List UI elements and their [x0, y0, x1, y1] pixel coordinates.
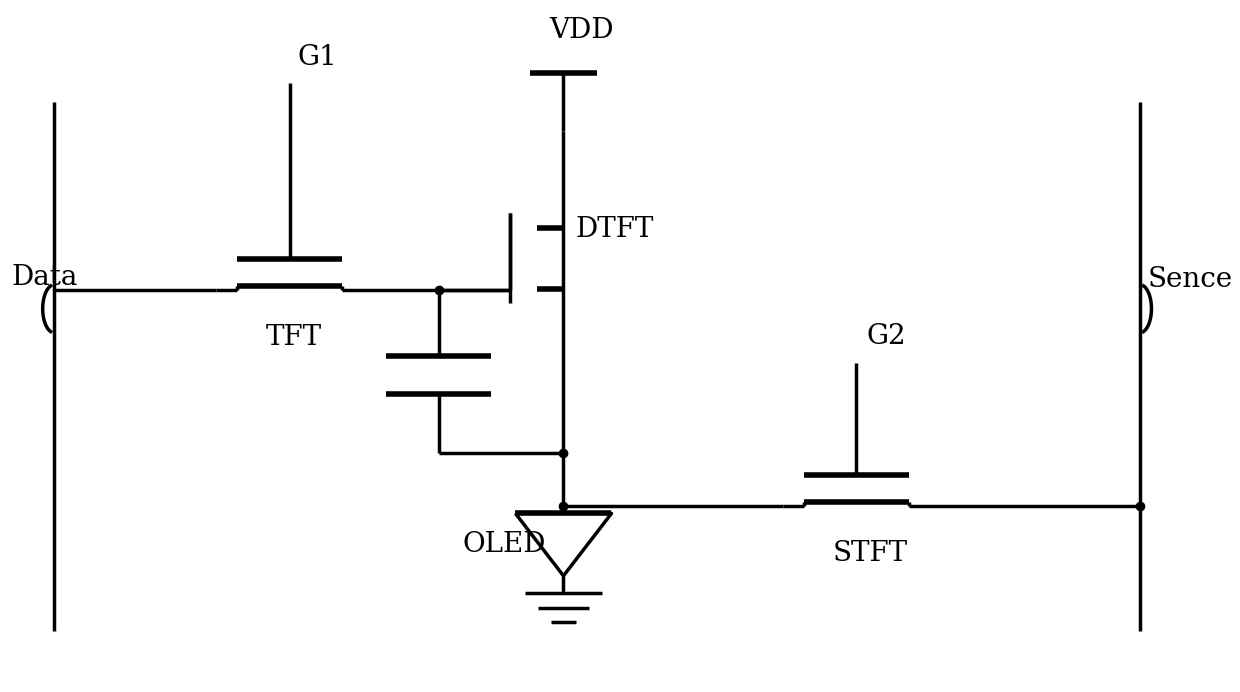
Text: DTFT: DTFT: [575, 216, 653, 243]
Text: G1: G1: [298, 44, 337, 71]
Text: G2: G2: [866, 323, 905, 350]
Text: Sence: Sence: [1147, 266, 1233, 293]
Text: VDD: VDD: [549, 17, 614, 44]
Text: Data: Data: [11, 264, 77, 291]
Text: OLED: OLED: [463, 531, 546, 558]
Text: TFT: TFT: [265, 324, 321, 351]
Polygon shape: [516, 513, 611, 576]
Text: STFT: STFT: [832, 540, 908, 567]
